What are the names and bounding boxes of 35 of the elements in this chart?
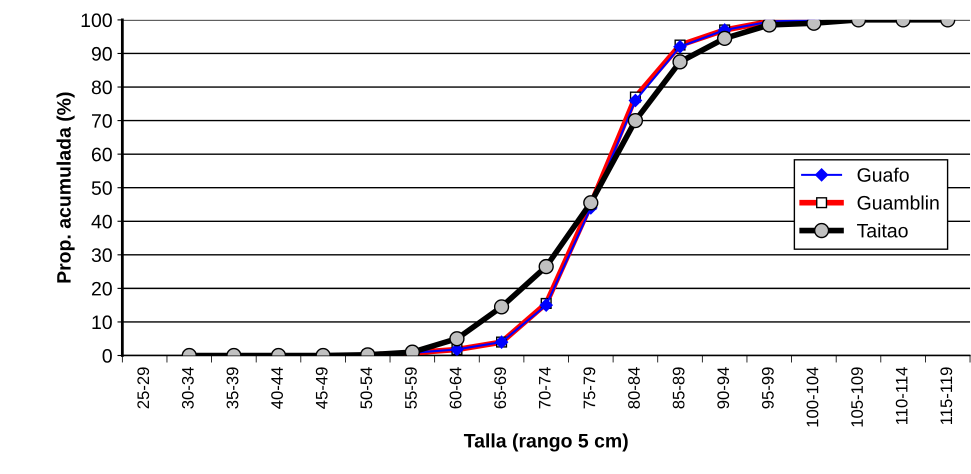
y-tick-label: 100: [82, 13, 112, 28]
y-tick-label: 0: [102, 348, 112, 363]
x-tick-label: 105-109: [851, 367, 863, 426]
x-tick-label: 110-114: [896, 367, 908, 424]
y-tick-label: 80: [92, 80, 112, 94]
y-tick-label: 60: [92, 148, 112, 162]
y-axis-title: Prop. acumulada (%): [56, 92, 75, 283]
legend-label: Guamblin: [858, 195, 939, 210]
y-tick-label: 40: [91, 214, 112, 228]
x-tick-label: 25-29: [137, 367, 150, 408]
x-tick-label: 85-89: [672, 367, 685, 409]
x-tick-label: 40-44: [271, 367, 283, 409]
y-tick-label: 10: [92, 315, 112, 330]
x-tick-label: 75-79: [583, 367, 596, 408]
x-tick-label: 80-84: [628, 367, 640, 409]
x-tick-label: 115-119: [940, 367, 952, 424]
y-tick-label: 70: [92, 114, 112, 128]
y-tick-label: 30: [92, 248, 112, 262]
x-tick-label: 30-34: [182, 367, 194, 409]
x-tick-label: 95-99: [762, 367, 774, 408]
x-axis-title: Talla (rango 5 cm): [464, 433, 628, 452]
legend-label: Taitao: [857, 223, 908, 238]
x-tick-label: 35-39: [226, 367, 238, 409]
x-tick-label: 65-69: [494, 367, 506, 408]
y-tick-label: 50: [92, 181, 112, 195]
y-tick-label: 90: [92, 46, 112, 61]
x-tick-label: 100-104: [806, 367, 818, 426]
x-tick-label: 90-94: [717, 367, 730, 408]
y-tick-label: 20: [92, 282, 112, 296]
legend-label: Guafo: [858, 168, 909, 182]
x-tick-label: 50-54: [360, 367, 372, 409]
x-tick-label: 70-74: [538, 367, 551, 408]
x-tick-label: 60-64: [450, 367, 462, 408]
x-tick-label: 55-59: [405, 367, 417, 409]
x-tick-label: 45-49: [316, 367, 328, 409]
